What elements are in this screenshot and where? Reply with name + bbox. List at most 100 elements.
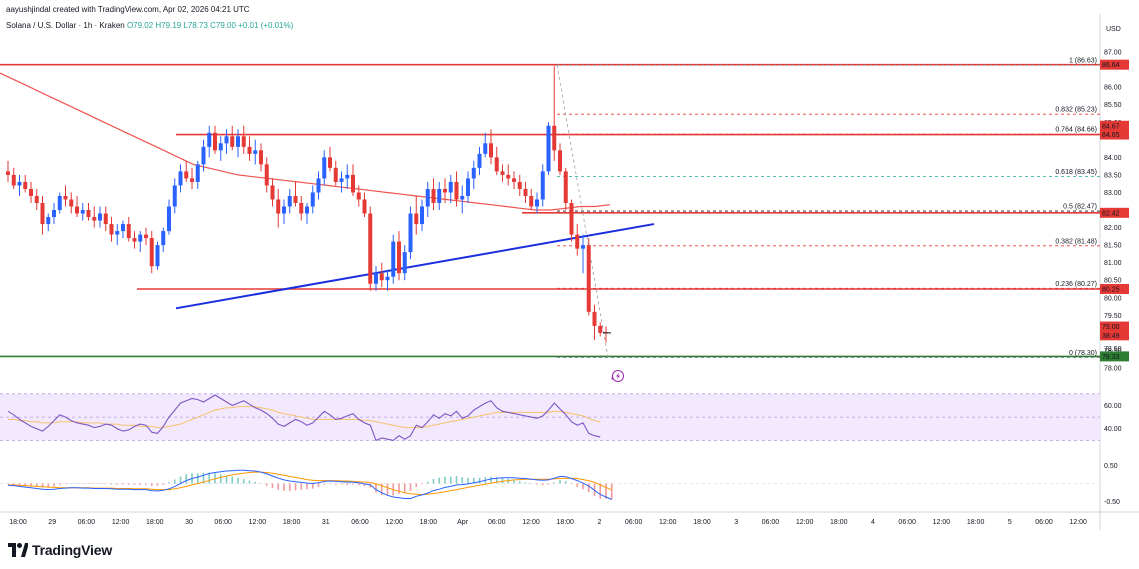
candle-body <box>98 213 102 221</box>
macd-histogram-bar <box>110 483 113 485</box>
macd-histogram-bar <box>76 483 78 484</box>
macd-histogram-bar <box>352 483 354 485</box>
candle-body <box>46 217 51 225</box>
price-tick-label: 86.00 <box>1104 85 1122 92</box>
time-tick-label: 06:00 <box>214 519 232 526</box>
price-level-tag-label: 82.42 <box>1102 210 1120 217</box>
candle-body <box>351 174 355 193</box>
macd-histogram-bar <box>553 482 556 484</box>
macd-histogram-bar <box>415 483 418 487</box>
time-tick-label: 06:00 <box>762 519 780 526</box>
moving-average-line <box>0 72 611 211</box>
macd-histogram-bar <box>41 483 44 488</box>
macd-histogram-bar <box>300 483 303 490</box>
price-tick-label: 80.50 <box>1104 278 1122 285</box>
price-tick-label: 81.50 <box>1104 243 1122 250</box>
candle-body <box>333 167 338 182</box>
candle-body <box>63 195 68 200</box>
candle-body <box>270 185 275 200</box>
symbol-name[interactable]: Solana / U.S. Dollar · 1h · Kraken <box>6 21 125 30</box>
rsi-tick-label: 40.00 <box>1104 426 1122 433</box>
candle-body <box>287 195 292 207</box>
time-tick-label: 18:00 <box>967 519 985 526</box>
candle-body <box>178 171 183 186</box>
time-tick-label: 12:00 <box>249 519 267 526</box>
candle-body <box>552 125 557 151</box>
candle-body <box>23 181 28 189</box>
candle-body <box>385 276 390 281</box>
macd-histogram-bar <box>179 476 182 484</box>
macd-histogram-bar <box>432 478 435 484</box>
macd-histogram-bar <box>317 483 320 487</box>
price-level-tag <box>1100 283 1129 294</box>
alert-bolt-icon <box>611 370 624 382</box>
macd-histogram-bar <box>99 483 101 485</box>
macd-histogram-bar <box>242 478 245 484</box>
macd-histogram-bar <box>30 483 32 487</box>
candle-body <box>109 224 114 235</box>
macd-histogram-bar <box>81 483 84 485</box>
time-tick-label: 06:00 <box>625 519 643 526</box>
macd-histogram-bar <box>444 476 446 484</box>
macd-histogram-bar <box>116 483 119 485</box>
macd-histogram-bar <box>139 483 142 485</box>
price-tick-label: 84.00 <box>1104 155 1122 162</box>
macd-histogram-bar <box>610 483 613 499</box>
candle-body <box>575 234 580 249</box>
macd-histogram-bar <box>277 483 280 490</box>
candle-body <box>17 181 22 186</box>
candle-body <box>581 245 585 249</box>
time-tick-label: 18:00 <box>146 519 164 526</box>
candle-body <box>483 143 488 154</box>
macd-histogram-bar <box>559 480 561 484</box>
candle-body <box>322 157 327 179</box>
candle-body <box>132 238 137 242</box>
candle-body <box>425 188 430 207</box>
macd-histogram-bar <box>202 472 205 484</box>
time-tick-label: 12:00 <box>933 519 951 526</box>
candle-body <box>264 164 269 186</box>
candle-body <box>52 210 56 218</box>
candle-body <box>471 167 476 179</box>
time-tick-label: 12:00 <box>112 519 130 526</box>
time-tick-label: 06:00 <box>1035 519 1053 526</box>
candle-body <box>546 125 551 172</box>
candle-body <box>414 213 419 225</box>
macd-histogram-bar <box>145 483 147 485</box>
price-tick-label: 79.50 <box>1104 313 1122 320</box>
macd-histogram-bar <box>53 483 55 487</box>
macd-histogram-bar <box>93 483 96 485</box>
candle-body <box>420 206 424 225</box>
macd-histogram-bar <box>380 483 383 495</box>
macd-histogram-bar <box>185 474 188 484</box>
time-tick-label: 12:00 <box>385 519 403 526</box>
candle-body <box>408 213 413 253</box>
candle-body <box>259 150 263 165</box>
macd-histogram-bar <box>409 483 412 491</box>
macd-histogram-bar <box>490 476 492 484</box>
candle-body <box>69 199 74 207</box>
candle-body <box>523 188 528 196</box>
macd-histogram-bar <box>231 476 234 484</box>
time-tick-label: 2 <box>597 519 601 526</box>
fib-level-label: 0.236 (80.27) <box>1055 281 1097 288</box>
time-tick-label: 18:00 <box>830 519 848 526</box>
macd-histogram-bar <box>507 478 510 484</box>
candle-body <box>379 273 384 281</box>
candle-body <box>592 311 597 326</box>
macd-tick-label: 0.50 <box>1104 463 1118 470</box>
current-price-tag-label: 38:49 <box>1102 333 1120 340</box>
candle-body <box>224 136 229 144</box>
candle-body <box>316 178 321 193</box>
macd-histogram-bar <box>467 477 469 484</box>
price-tick-label: 85.50 <box>1104 102 1122 109</box>
tradingview-logo[interactable]: TradingView <box>8 542 112 558</box>
time-tick-label: 18:00 <box>693 519 711 526</box>
macd-histogram-bar <box>18 483 21 486</box>
macd-histogram-bar <box>495 477 498 484</box>
macd-histogram-bar <box>541 483 544 486</box>
price-level-tag <box>1100 59 1129 70</box>
candle-body <box>92 217 97 221</box>
candle-body <box>305 206 309 214</box>
